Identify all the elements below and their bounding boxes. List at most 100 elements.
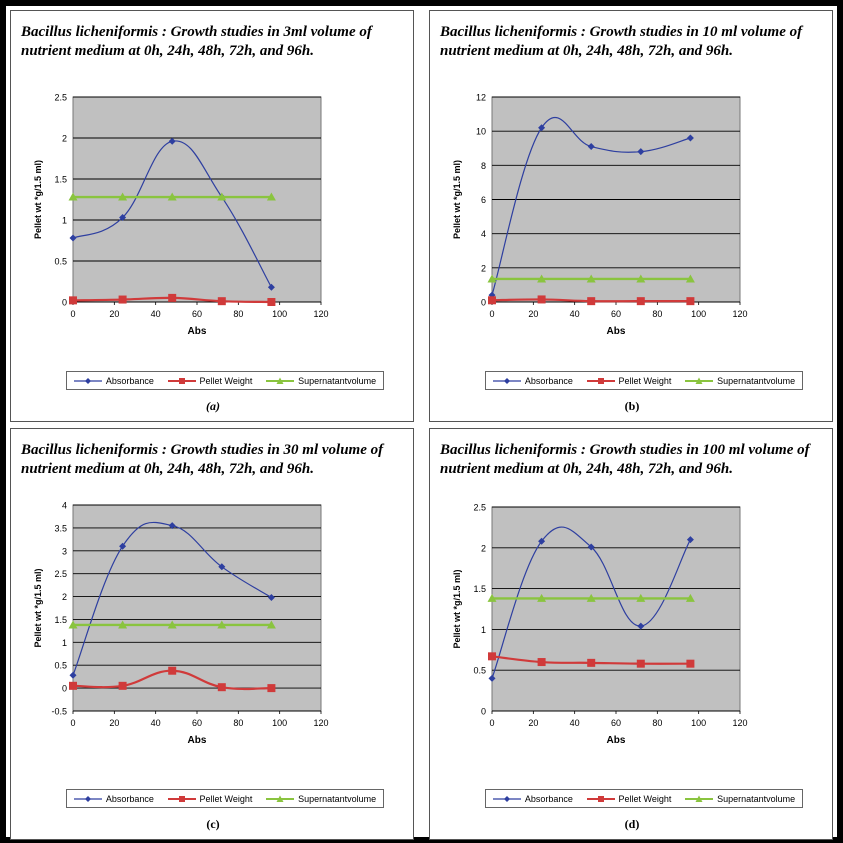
x-tick-label: 40 — [570, 309, 580, 319]
y-tick-label: 2 — [62, 592, 67, 602]
data-point — [267, 684, 276, 693]
y-tick-label: 1.5 — [54, 615, 67, 625]
y-axis-label: Pellet wt *g/1.5 ml) — [452, 569, 462, 648]
x-tick-label: 120 — [313, 309, 328, 319]
legend-pellet-label: Pellet Weight — [199, 793, 253, 804]
y-tick-label: -0.5 — [51, 707, 67, 717]
data-point — [217, 297, 226, 306]
legend-absorbance-label: Absorbance — [524, 793, 573, 804]
data-point — [217, 192, 227, 201]
x-tick-label: 20 — [528, 718, 538, 728]
legend-supernatant-label: Supernatantvolume — [717, 793, 796, 804]
legend-absorbance: Absorbance — [492, 793, 573, 804]
chart-d-legend: Absorbance Pellet Weight Supernatantvolu… — [485, 789, 803, 808]
y-tick-label: 3 — [62, 546, 67, 556]
data-point — [68, 620, 78, 629]
x-axis-label: Abs — [607, 326, 626, 337]
y-tick-label: 2 — [481, 543, 486, 553]
legend-pellet-label: Pellet Weight — [618, 793, 672, 804]
x-tick-label: 80 — [652, 718, 662, 728]
data-point — [488, 652, 496, 661]
x-tick-label: 0 — [489, 718, 494, 728]
y-tick-label: 0 — [481, 707, 486, 717]
x-tick-label: 60 — [611, 309, 621, 319]
x-tick-label: 120 — [313, 718, 328, 728]
data-point — [69, 671, 77, 679]
data-point — [267, 283, 275, 291]
y-tick-label: 1 — [62, 638, 67, 648]
x-axis-label: Abs — [607, 735, 626, 746]
y-tick-label: 2 — [481, 263, 486, 273]
data-point — [537, 295, 546, 304]
y-tick-label: 6 — [481, 195, 486, 205]
chart-c-caption: (c) — [206, 817, 220, 831]
data-point — [217, 620, 227, 629]
plot-area — [72, 96, 322, 303]
chart-a-caption: (a) — [206, 399, 220, 413]
data-point — [586, 593, 596, 602]
y-tick-label: 1.5 — [473, 584, 486, 594]
data-point — [538, 124, 546, 132]
legend-absorbance-label: Absorbance — [105, 793, 154, 804]
y-tick-label: 0 — [62, 684, 67, 694]
x-tick-label: 20 — [109, 718, 119, 728]
x-axis-label: Abs — [188, 326, 207, 337]
data-point — [167, 192, 177, 201]
data-point — [537, 593, 547, 602]
y-tick-label: 0.5 — [54, 661, 67, 671]
data-point — [636, 593, 646, 602]
plot-area — [491, 506, 741, 712]
x-tick-label: 60 — [192, 718, 202, 728]
data-point — [487, 593, 497, 602]
x-tick-label: 120 — [732, 309, 747, 319]
data-point — [69, 296, 77, 305]
legend-supernatant-label: Supernatantvolume — [298, 375, 377, 386]
chart-panel-b: 0 2 4 6 8 10 12 0 20 40 60 80 100 120 Abs Pellet wt *g/… — [429, 10, 833, 422]
legend-supernatant: Supernatantvolume — [685, 794, 795, 804]
data-point — [267, 298, 276, 306]
series-line-absorbance — [491, 116, 691, 296]
chart-b-caption: (b) — [624, 399, 640, 413]
chart-a-title: Bacillus licheniformis : Growth studies … — [21, 24, 372, 59]
data-point — [686, 536, 694, 544]
data-point — [217, 683, 226, 692]
x-tick-label: 0 — [70, 718, 75, 728]
series-line-absorbance — [72, 521, 272, 676]
data-point — [686, 659, 695, 668]
y-tick-label: 4 — [62, 501, 67, 511]
legend-supernatant: Supernatantvolume — [266, 376, 376, 386]
data-point — [537, 274, 547, 283]
x-tick-label: 80 — [233, 718, 243, 728]
data-point — [587, 658, 596, 667]
legend-supernatant: Supernatantvolume — [266, 794, 376, 804]
y-tick-label: 0 — [481, 298, 486, 308]
data-point — [266, 192, 276, 201]
chart-panel-d: 0 0.5 1 1.5 2 2.5 0 20 40 60 80 100 120 Abs Pellet wt … — [429, 428, 833, 840]
legend-supernatant-label: Supernatantvolume — [298, 793, 377, 804]
y-tick-label: 0 — [62, 298, 67, 308]
y-axis-label: Pellet wt *g/1.5 ml) — [33, 160, 43, 239]
chart-c-plot: -0.500.511.522.533.540 20 40 60 80 100 120AbsP… — [33, 501, 329, 747]
chart-c-legend: Absorbance Pellet Weight Supernatantvolu… — [66, 789, 384, 808]
legend-pellet: Pellet Weight — [586, 793, 672, 804]
data-point — [488, 296, 496, 305]
chart-b-legend: Absorbance Pellet Weight Supernatantvolu… — [485, 371, 803, 390]
x-tick-label: 20 — [109, 309, 119, 319]
chart-a-plot: 0 0.5 1 1.5 2 2.5 0 20 40 60 80 100 120 Abs Pellet wt … — [33, 93, 329, 338]
data-point — [266, 620, 276, 629]
x-axis-label: Abs — [188, 735, 207, 746]
x-tick-label: 100 — [691, 309, 706, 319]
data-point — [218, 563, 226, 571]
x-tick-label: 40 — [151, 309, 161, 319]
chart-a-legend: Absorbance Pellet Weight Supernatantvolu… — [66, 371, 384, 390]
x-tick-label: 0 — [70, 309, 75, 319]
y-tick-label: 12 — [476, 93, 486, 103]
data-point — [69, 681, 77, 690]
legend-pellet: Pellet Weight — [167, 376, 252, 386]
x-tick-label: 80 — [233, 309, 243, 319]
y-tick-label: 3.5 — [54, 523, 67, 533]
y-tick-label: 1 — [62, 216, 67, 226]
data-point — [168, 137, 176, 145]
plot-area — [72, 504, 322, 712]
